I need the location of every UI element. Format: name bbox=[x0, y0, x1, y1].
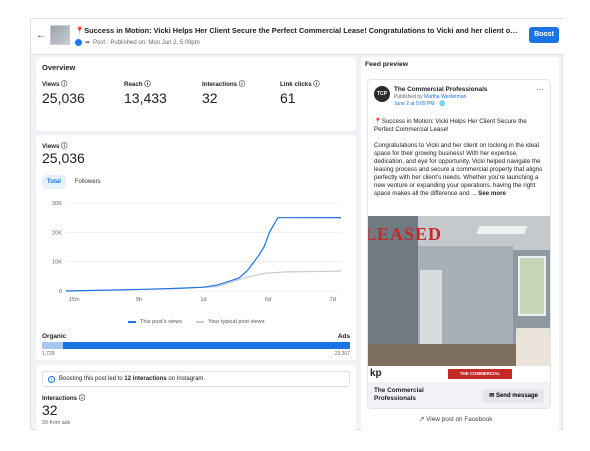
post-preview-title: 📍Success in Motion: Vicki Helps Her Clie… bbox=[374, 118, 527, 133]
x-tick-label: 9h bbox=[136, 297, 142, 303]
post-title: 📍Success in Motion: Vicki Helps Her Clie… bbox=[75, 26, 520, 35]
stat-label: Views bbox=[42, 81, 60, 88]
y-tick-label: 30K bbox=[52, 201, 62, 207]
post-body-text: Congratulations to Vicki and her client … bbox=[374, 142, 543, 197]
send-message-label: Send message bbox=[495, 393, 538, 399]
post-header: ← 📍Success in Motion: Vicki Helps Her Cl… bbox=[31, 19, 564, 55]
y-tick-label: 20K bbox=[52, 230, 62, 236]
x-tick-label: 6d bbox=[265, 297, 271, 303]
stat-label: Link clicks bbox=[280, 81, 312, 88]
leased-banner: LEASED bbox=[368, 224, 443, 244]
views-label: Views bbox=[42, 143, 60, 150]
info-icon[interactable]: ⓘ bbox=[313, 81, 320, 88]
published-by: Published by Martha Westerman bbox=[394, 94, 466, 100]
view-on-facebook-label: View post on Facebook bbox=[426, 416, 493, 423]
stat-link-clicks: Link clicks ⓘ 61 bbox=[280, 79, 320, 106]
views-tabs: Total Followers bbox=[42, 175, 106, 189]
info-icon[interactable]: ⓘ bbox=[144, 81, 151, 88]
cta-page-name: The Commercial Professionals bbox=[374, 387, 424, 402]
series-line bbox=[65, 217, 342, 292]
views-card: Views ⓘ 25,036 Total Followers 0 10K 20K 30… bbox=[36, 135, 356, 360]
legend-label: This post's views bbox=[140, 319, 183, 325]
boost-button[interactable]: Boost bbox=[529, 27, 559, 43]
views-value: 25,036 bbox=[42, 150, 85, 166]
feed-preview-card: Feed preview TCP The Commercial Professi… bbox=[361, 57, 559, 431]
more-options-icon[interactable]: ⋯ bbox=[536, 85, 544, 94]
arrow-left-icon[interactable]: ← bbox=[36, 30, 46, 41]
stat-value: 32 bbox=[202, 90, 218, 106]
published-by-name[interactable]: Martha Westerman bbox=[424, 94, 467, 100]
ads-value: 23,307 bbox=[334, 351, 350, 357]
stat-interactions: Interactions ⓘ 32 bbox=[202, 79, 245, 106]
post-preview-body: Congratulations to Vicki and her client … bbox=[374, 142, 546, 198]
post-thumbnail bbox=[50, 25, 70, 45]
info-icon[interactable]: ⓘ bbox=[61, 81, 68, 88]
tab-total[interactable]: Total bbox=[42, 175, 66, 189]
feed-preview-heading: Feed preview bbox=[365, 61, 409, 68]
facebook-icon bbox=[75, 39, 82, 46]
organic-bar-fill bbox=[42, 342, 64, 349]
organic-ads-bar bbox=[42, 342, 350, 349]
stat-reach: Reach ⓘ 13,433 bbox=[124, 79, 167, 106]
agent-portrait bbox=[516, 328, 550, 368]
post-cta-bar: The Commercial Professionals ✉ Send mess… bbox=[368, 382, 550, 408]
share-icon: ➦ bbox=[85, 40, 91, 46]
insights-window: ← 📍Success in Motion: Vicki Helps Her Cl… bbox=[30, 18, 564, 431]
y-tick-label: 10K bbox=[52, 260, 62, 266]
boost-note-prefix: Boosting this post led to bbox=[59, 376, 125, 382]
tab-followers[interactable]: Followers bbox=[74, 179, 101, 185]
info-icon[interactable]: ⓘ bbox=[238, 81, 245, 88]
views-line-chart: 0 10K 20K 30K 15m 9h 1d 6d 7d bbox=[52, 201, 342, 303]
boost-note: i Boosting this post led to 12 interacti… bbox=[42, 371, 350, 387]
x-tick-label: 7d bbox=[330, 297, 336, 303]
organic-label: Organic bbox=[42, 333, 67, 340]
overview-heading: Overview bbox=[42, 63, 76, 72]
interactions-label: Interactions bbox=[42, 395, 78, 402]
organic-value: 1,729 bbox=[42, 351, 55, 357]
post-published-date: Post · Published on: Mon Jun 2, 5:09pm bbox=[93, 39, 200, 46]
post-photo[interactable]: LEASED kp THE COMMERCIAL PROFESSIONALS bbox=[368, 216, 550, 382]
stat-value: 61 bbox=[280, 90, 296, 106]
series-line bbox=[65, 270, 342, 292]
chart-legend: This post's views Your typical post view… bbox=[128, 319, 265, 325]
ads-label: Ads bbox=[337, 333, 350, 340]
photo-window bbox=[518, 256, 546, 316]
photo-light bbox=[476, 226, 528, 234]
brand-tag: THE COMMERCIAL PROFESSIONALS bbox=[448, 369, 512, 382]
post-meta: ➦ Post · Published on: Mon Jun 2, 5:09pm bbox=[75, 39, 200, 46]
kp-logo: kp bbox=[370, 368, 382, 379]
boost-card: i Boosting this post led to 12 interacti… bbox=[36, 365, 356, 431]
stat-value: 25,036 bbox=[42, 90, 85, 106]
y-tick-label: 0 bbox=[59, 289, 62, 295]
stat-label: Reach bbox=[124, 81, 143, 88]
messenger-icon: ✉ bbox=[489, 393, 495, 399]
see-more-link[interactable]: See more bbox=[478, 190, 506, 197]
published-by-prefix: Published by bbox=[394, 94, 425, 100]
post-preview: TCP The Commercial Professionals Publish… bbox=[367, 79, 551, 409]
x-tick-label: 1d bbox=[200, 297, 206, 303]
external-link-icon: ↗ bbox=[419, 416, 425, 423]
stat-views: Views ⓘ 25,036 bbox=[42, 79, 85, 106]
legend-typical: Your typical post views bbox=[196, 319, 265, 325]
photo-door bbox=[420, 270, 442, 344]
info-icon[interactable]: ⓘ bbox=[61, 143, 68, 150]
stat-label: Interactions bbox=[202, 81, 238, 88]
boost-note-count: 12 interactions bbox=[124, 376, 167, 382]
info-icon[interactable]: ⓘ bbox=[78, 395, 85, 402]
page-avatar: TCP bbox=[374, 86, 390, 102]
post-date[interactable]: June 2 at 5:09 PM · 🌐 bbox=[394, 101, 446, 107]
boost-note-suffix: on Instagram. bbox=[166, 376, 206, 382]
overview-card: Overview Views ⓘ 25,036 Reach ⓘ 13,433 I… bbox=[36, 57, 356, 131]
brand-strip: kp THE COMMERCIAL PROFESSIONALS bbox=[368, 366, 550, 382]
page-name[interactable]: The Commercial Professionals bbox=[394, 86, 488, 93]
view-on-facebook-link[interactable]: ↗ View post on Facebook bbox=[419, 415, 492, 423]
send-message-button[interactable]: ✉ Send message bbox=[483, 389, 544, 403]
info-icon: i bbox=[48, 376, 55, 383]
x-tick-label: 15m bbox=[69, 297, 80, 303]
interactions-value: 32 bbox=[42, 402, 58, 418]
legend-label: Your typical post views bbox=[208, 319, 265, 325]
legend-this-post: This post's views bbox=[128, 319, 182, 325]
stat-value: 13,433 bbox=[124, 90, 167, 106]
interactions-from-ads: 20 from ads bbox=[42, 420, 71, 426]
